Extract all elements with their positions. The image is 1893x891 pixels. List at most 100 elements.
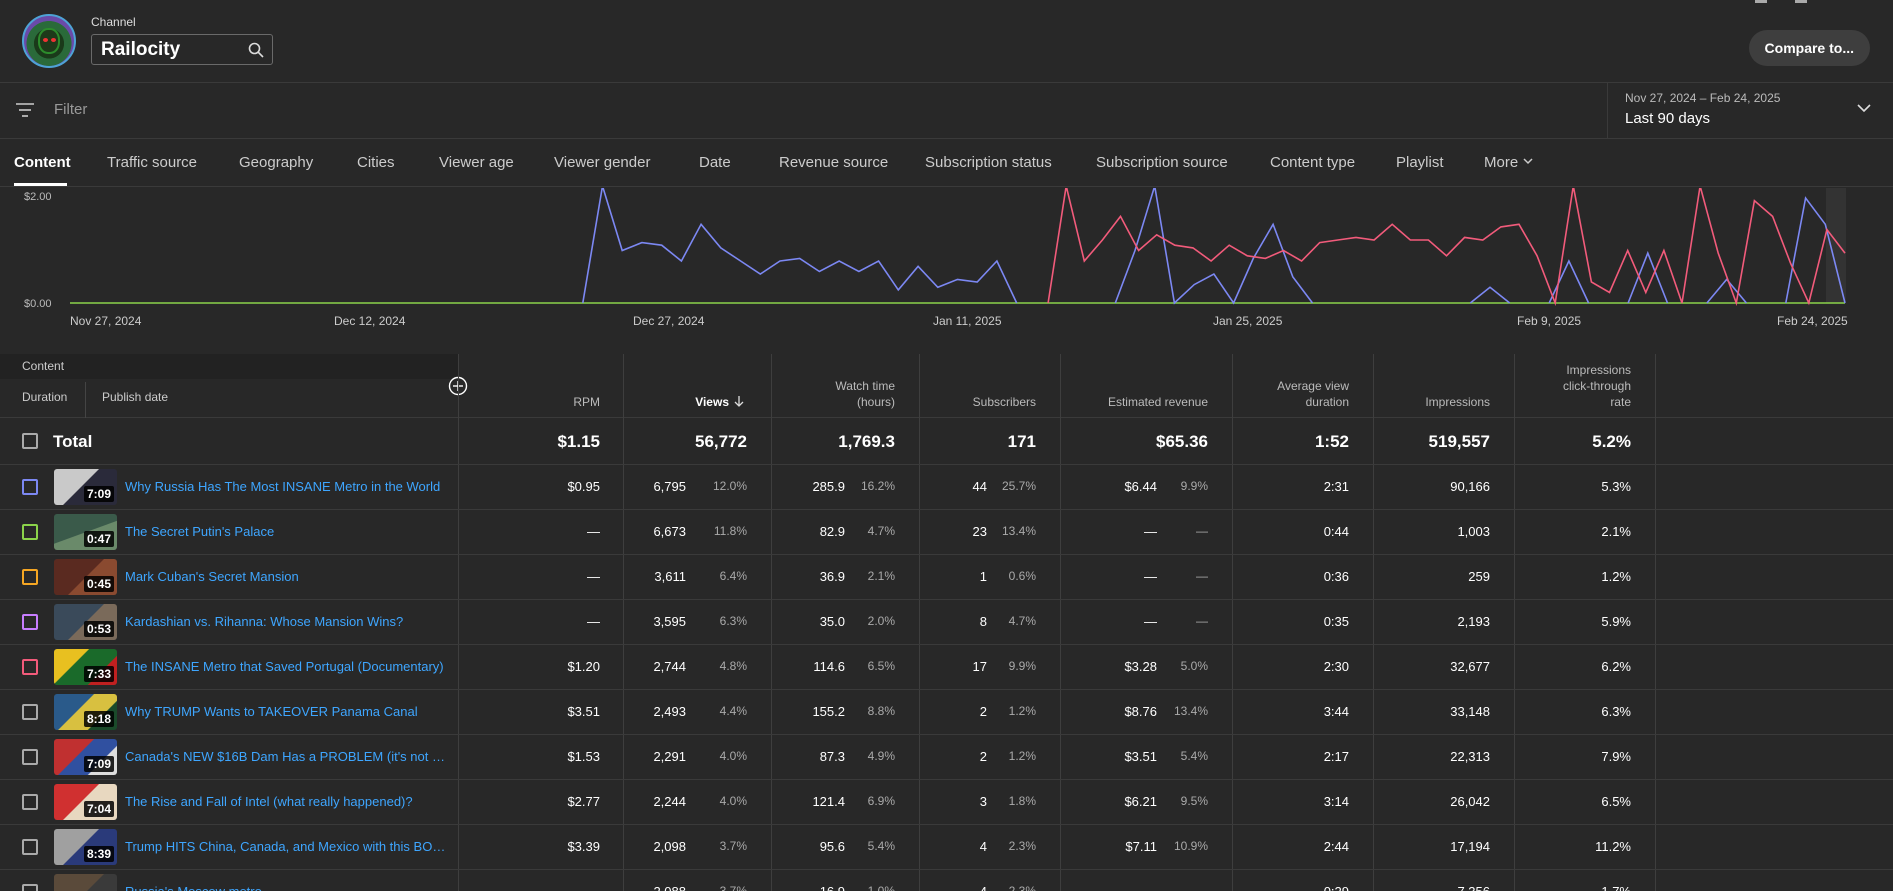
row-checkbox[interactable] xyxy=(22,479,38,495)
channel-avatar[interactable] xyxy=(22,14,76,68)
tab-cities[interactable]: Cities xyxy=(357,154,395,171)
tab-playlist[interactable]: Playlist xyxy=(1396,154,1444,171)
cell-revenue-pct: 10.9% xyxy=(1173,839,1208,853)
duration-column-toggle[interactable]: Duration xyxy=(22,390,68,404)
chevron-down-icon xyxy=(1523,158,1533,165)
tab-date[interactable]: Date xyxy=(699,154,731,171)
row-checkbox[interactable] xyxy=(22,569,38,585)
cell-subscribers-pct: 9.9% xyxy=(1008,659,1036,673)
video-thumbnail[interactable] xyxy=(54,874,117,891)
top-icon-stub[interactable] xyxy=(1755,0,1767,3)
table-row[interactable]: 8:18 Why TRUMP Wants to TAKEOVER Panama C… xyxy=(0,690,1893,735)
table-row[interactable]: Russia's Moscow metro — 2,088 3.7% 16.9 1.0% 4… xyxy=(0,870,1893,891)
cell-views-pct: 12.0% xyxy=(712,479,747,493)
tab-geography[interactable]: Geography xyxy=(239,154,314,171)
row-checkbox[interactable] xyxy=(22,614,38,630)
row-checkbox[interactable] xyxy=(22,704,38,720)
search-icon[interactable] xyxy=(248,42,264,58)
top-icon-stub[interactable] xyxy=(1795,0,1807,3)
col-estimated-revenue[interactable]: Estimated revenue xyxy=(1107,395,1208,409)
cell-views: 2,493 xyxy=(653,704,686,719)
cell-rpm: $1.20 xyxy=(567,659,600,674)
col-views[interactable]: Views xyxy=(695,394,744,410)
video-title-link[interactable]: Canada's NEW $16B Dam Has a PROBLEM (it'… xyxy=(125,749,450,764)
video-thumbnail[interactable]: 7:09 xyxy=(54,739,117,775)
cell-ctr: 7.9% xyxy=(1601,749,1631,764)
col-rpm[interactable]: RPM xyxy=(573,395,600,409)
filter-input[interactable]: Filter xyxy=(54,101,88,118)
row-checkbox[interactable] xyxy=(22,749,38,765)
date-range-text: Nov 27, 2024 – Feb 24, 2025 xyxy=(1625,91,1781,105)
publish-date-column-toggle[interactable]: Publish date xyxy=(102,390,169,404)
row-checkbox[interactable] xyxy=(22,794,38,810)
col-average-view-duration[interactable]: Average view duration xyxy=(1277,378,1349,410)
video-title-link[interactable]: Trump HITS China, Canada, and Mexico wit… xyxy=(125,839,450,854)
cell-watch-time: 87.3 xyxy=(819,749,845,764)
compare-button[interactable]: Compare to... xyxy=(1748,30,1870,66)
cell-rpm: $3.39 xyxy=(567,839,600,854)
tab-traffic-source[interactable]: Traffic source xyxy=(107,154,198,171)
table-row[interactable]: 0:53 Kardashian vs. Rihanna: Whose Mansio… xyxy=(0,600,1893,645)
active-tab-indicator xyxy=(14,183,67,186)
video-thumbnail[interactable]: 7:33 xyxy=(54,649,117,685)
col-impressions[interactable]: Impressions xyxy=(1425,395,1490,409)
tab-content[interactable]: Content xyxy=(14,154,71,171)
table-row[interactable]: 7:09 Why Russia Has The Most INSANE Metro… xyxy=(0,465,1893,510)
video-thumbnail[interactable]: 0:53 xyxy=(54,604,117,640)
cell-ctr: 6.5% xyxy=(1601,794,1631,809)
video-thumbnail[interactable]: 8:39 xyxy=(54,829,117,865)
table-row[interactable]: 7:33 The INSANE Metro that Saved Portugal… xyxy=(0,645,1893,690)
cell-subscribers: 3 xyxy=(979,794,987,809)
series-line-blue xyxy=(1627,250,1669,304)
cell-watch-time-pct: 1.0% xyxy=(867,884,895,891)
row-checkbox[interactable] xyxy=(22,884,38,891)
row-checkbox[interactable] xyxy=(22,524,38,540)
tab-subscription-source[interactable]: Subscription source xyxy=(1096,154,1228,171)
video-title-link[interactable]: The Rise and Fall of Intel (what really … xyxy=(125,794,413,809)
filter-icon[interactable] xyxy=(15,102,35,118)
cell-rpm: — xyxy=(587,569,600,584)
total-label: Total xyxy=(53,432,93,451)
video-thumbnail[interactable]: 0:45 xyxy=(54,559,117,595)
tab-revenue-source[interactable]: Revenue source xyxy=(779,154,889,171)
tab-subscription-status[interactable]: Subscription status xyxy=(925,154,1052,171)
tab-viewer-gender[interactable]: Viewer gender xyxy=(554,154,651,171)
video-title-link[interactable]: Mark Cuban's Secret Mansion xyxy=(125,569,299,584)
tab-viewer-age[interactable]: Viewer age xyxy=(439,154,514,171)
video-title-link[interactable]: Why TRUMP Wants to TAKEOVER Panama Canal xyxy=(125,704,418,719)
row-checkbox[interactable] xyxy=(22,839,38,855)
video-title-link[interactable]: The INSANE Metro that Saved Portugal (Do… xyxy=(125,659,444,674)
video-title-link[interactable]: Russia's Moscow metro xyxy=(125,884,450,891)
table-row[interactable]: 7:04 The Rise and Fall of Intel (what rea… xyxy=(0,780,1893,825)
cell-avd: 0:36 xyxy=(1323,569,1349,584)
table-row[interactable]: 8:39 Trump HITS China, Canada, and Mexico… xyxy=(0,825,1893,870)
video-title-link[interactable]: Kardashian vs. Rihanna: Whose Mansion Wi… xyxy=(125,614,404,629)
cell-ctr: 1.7% xyxy=(1601,884,1631,891)
video-title-link[interactable]: Why Russia Has The Most INSANE Metro in … xyxy=(125,479,441,494)
cell-revenue: $3.28 xyxy=(1124,659,1157,674)
video-title-link[interactable]: The Secret Putin's Palace xyxy=(125,524,275,539)
tab-content-type[interactable]: Content type xyxy=(1270,154,1356,171)
col-watch-time[interactable]: Watch time (hours) xyxy=(835,378,895,410)
video-thumbnail[interactable]: 0:47 xyxy=(54,514,117,550)
col-subscribers[interactable]: Subscribers xyxy=(972,395,1036,409)
row-checkbox[interactable] xyxy=(22,659,38,675)
cell-impressions: 33,148 xyxy=(1450,704,1490,719)
table-row[interactable]: 7:09 Canada's NEW $16B Dam Has a PROBLEM … xyxy=(0,735,1893,780)
cell-revenue: $6.44 xyxy=(1124,479,1157,494)
col-ctr[interactable]: Impressions click-through rate xyxy=(1563,362,1631,410)
video-thumbnail[interactable]: 7:09 xyxy=(54,469,117,505)
total-rpm: $1.15 xyxy=(557,432,600,451)
cell-subscribers-pct: 1.2% xyxy=(1008,704,1036,718)
video-thumbnail[interactable]: 8:18 xyxy=(54,694,117,730)
video-thumbnail[interactable]: 7:04 xyxy=(54,784,117,820)
cell-rpm: $0.95 xyxy=(567,479,600,494)
date-range-picker[interactable]: Nov 27, 2024 – Feb 24, 2025 Last 90 days xyxy=(1607,83,1893,139)
total-checkbox[interactable] xyxy=(22,433,38,449)
channel-selector[interactable]: Railocity xyxy=(91,34,273,65)
table-row[interactable]: 0:45 Mark Cuban's Secret Mansion — 3,611 6.4… xyxy=(0,555,1893,600)
x-tick-label: Dec 27, 2024 xyxy=(633,314,705,328)
table-row[interactable]: 0:47 The Secret Putin's Palace — 6,673 11.8%… xyxy=(0,510,1893,555)
cell-views-pct: 4.0% xyxy=(719,794,747,808)
tab-more[interactable]: More xyxy=(1484,154,1533,171)
